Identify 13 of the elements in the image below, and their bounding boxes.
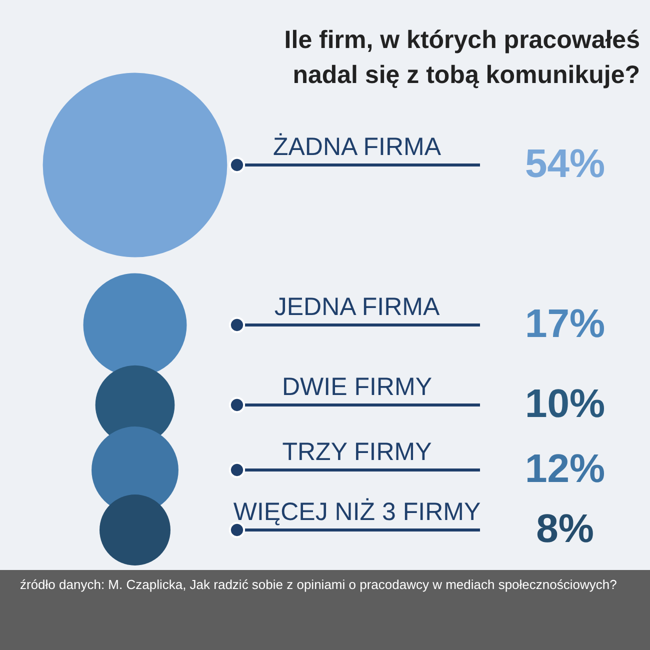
data-label: 10% — [524, 382, 606, 426]
category-label: TRZY FIRMY — [282, 438, 432, 466]
category-label: WIĘCEJ NIŻ 3 FIRMY — [233, 498, 481, 526]
text: źródło danych: M. Czaplicka, Jak radzić sobie z opiniami o pracodawcy w mediach społecznościowych? — [20, 577, 617, 592]
text: nadal się z tobą komunikuje? — [292, 61, 640, 89]
text: Ile firm, w których pracowałeś — [284, 26, 640, 54]
data-label: 8% — [536, 507, 594, 551]
data-label: 12% — [524, 447, 606, 491]
category-label: DWIE FIRMY — [282, 373, 432, 401]
data-label: 17% — [524, 302, 606, 346]
category-label: JEDNA FIRMA — [274, 293, 440, 321]
data-label: 54% — [524, 142, 606, 186]
category-label: ŻADNA FIRMA — [272, 133, 442, 161]
